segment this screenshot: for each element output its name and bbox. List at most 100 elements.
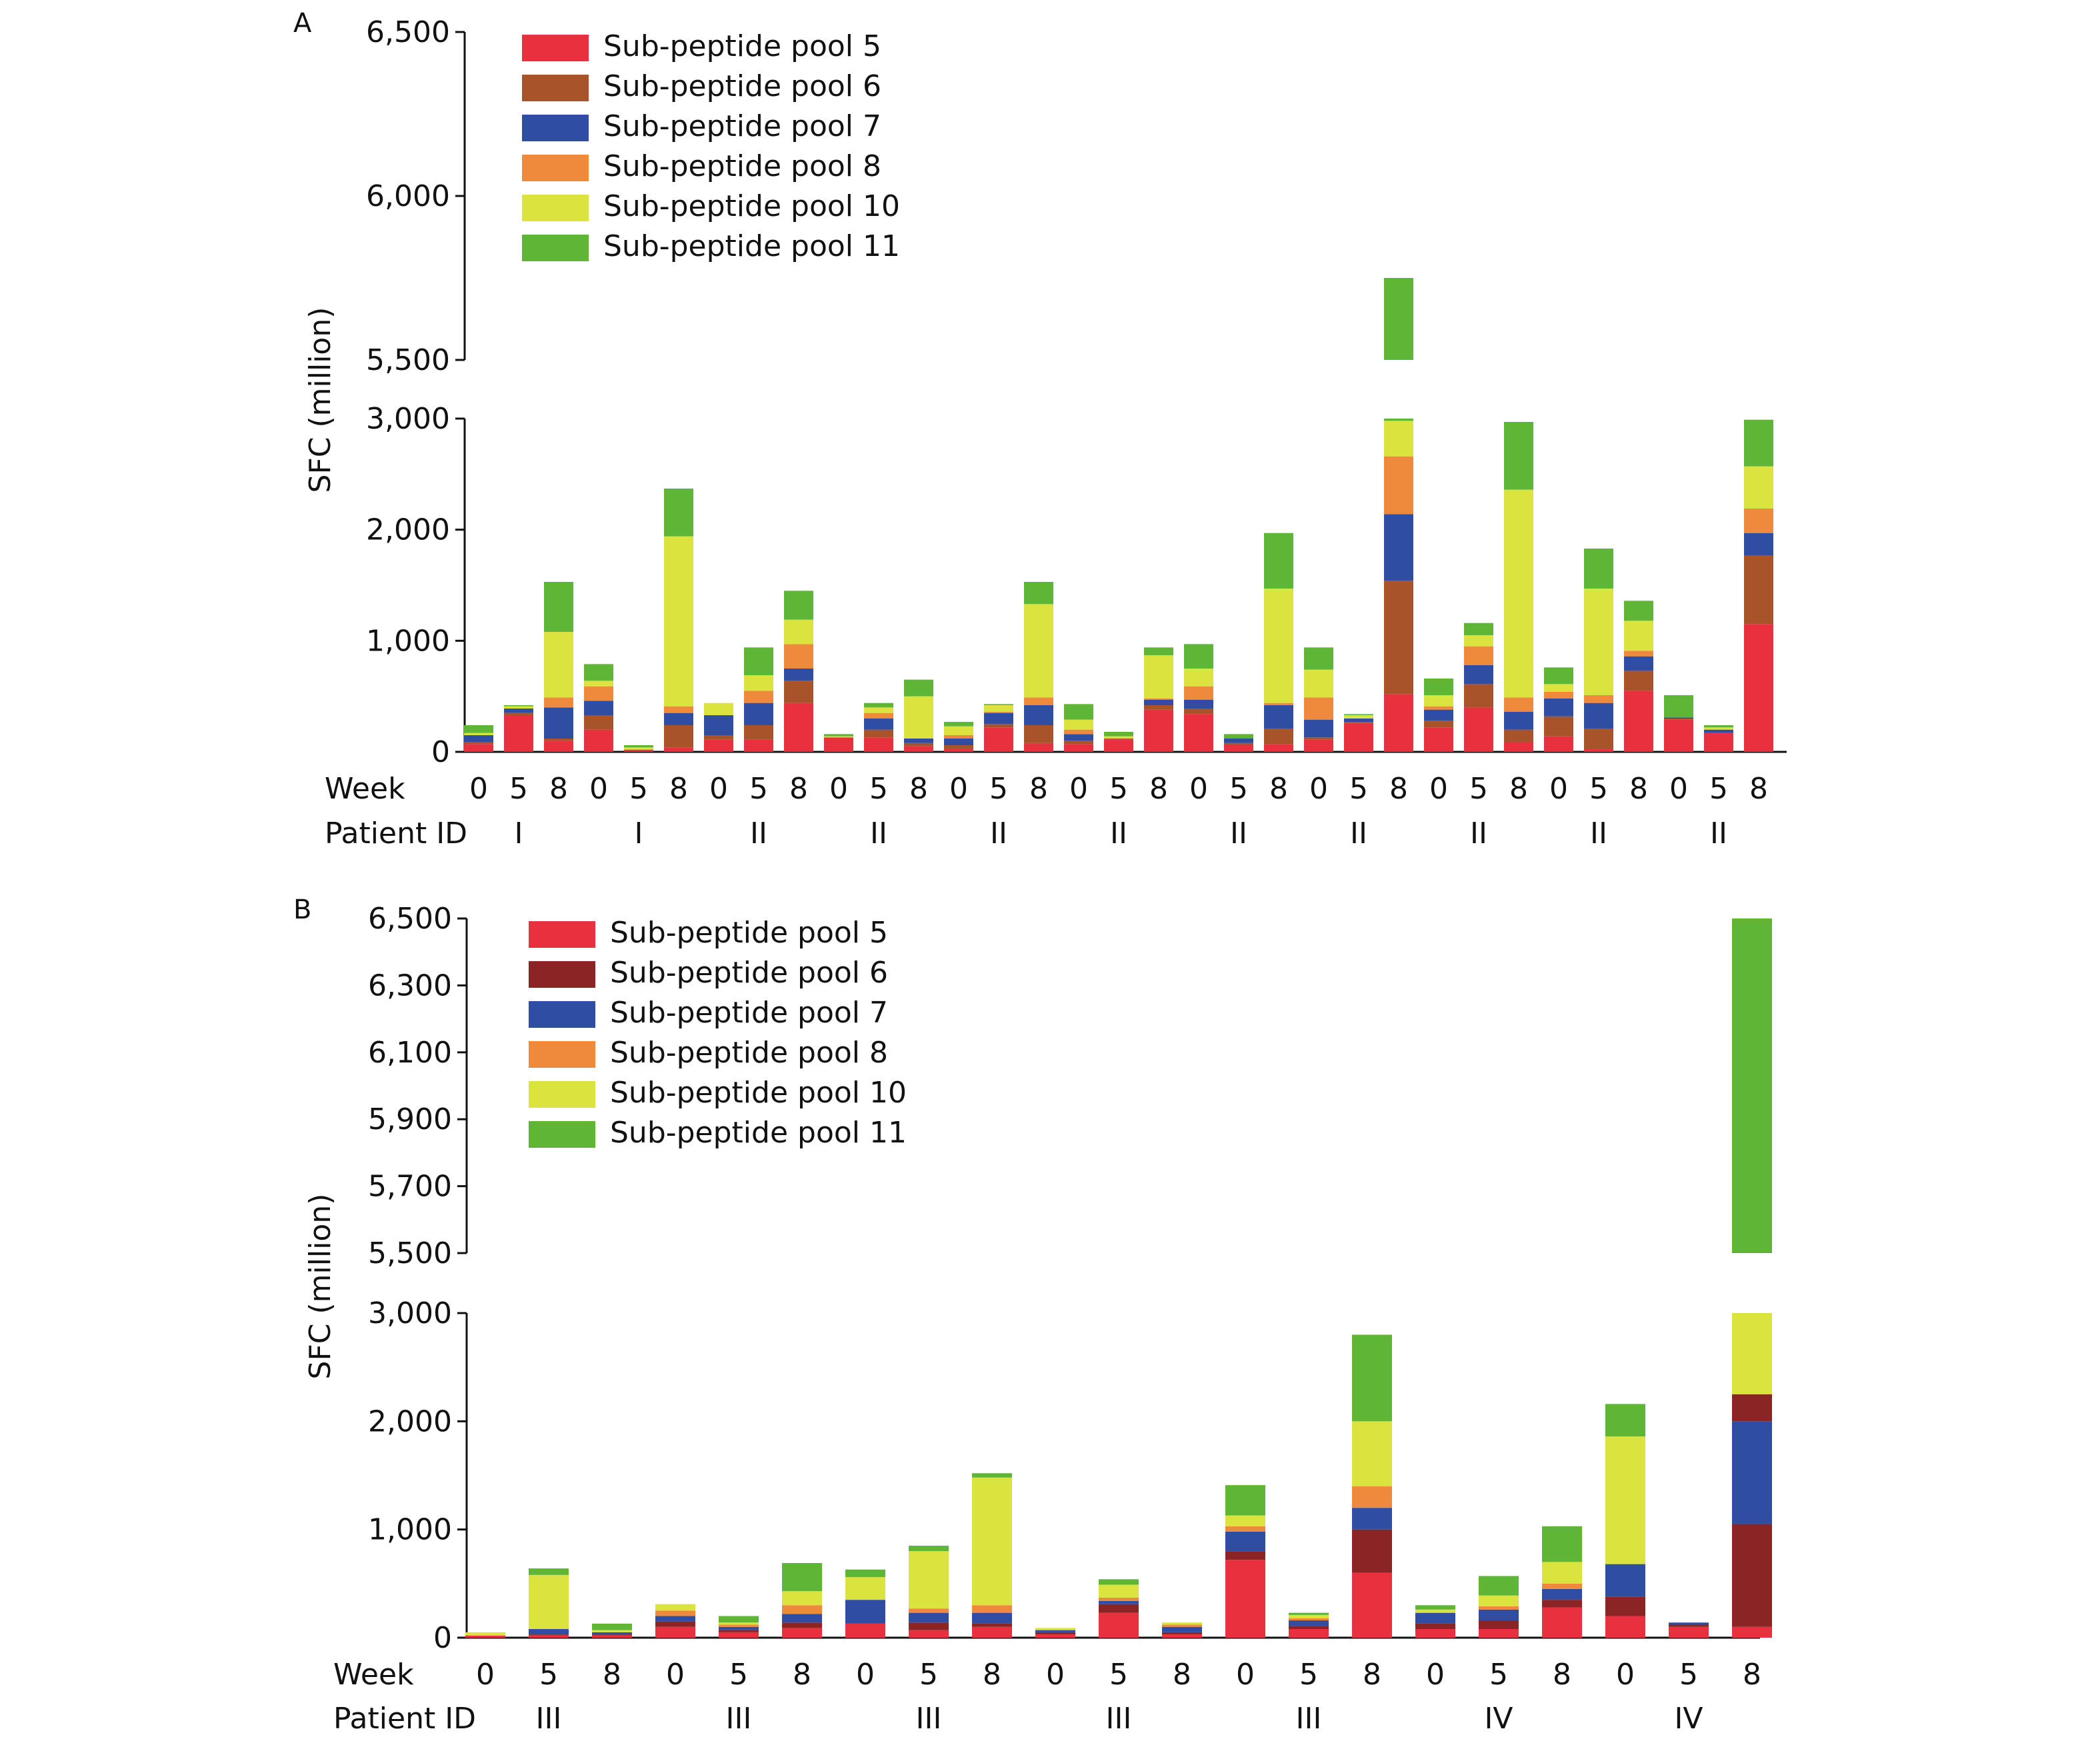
bar-segment xyxy=(984,713,1013,725)
bar-segment xyxy=(1624,691,1653,752)
bar-segment xyxy=(1289,1614,1329,1618)
bar-segment xyxy=(1544,667,1573,685)
bar-segment xyxy=(1542,1583,1582,1589)
patient-id-label: II xyxy=(990,817,1007,851)
bar-segment-upper xyxy=(1732,918,1772,1253)
bar-segment xyxy=(984,712,1013,713)
week-tick-label: 5 xyxy=(1469,772,1488,806)
week-tick-label: 5 xyxy=(919,1658,938,1692)
bar-segment xyxy=(864,737,893,752)
legend-swatch xyxy=(522,195,589,221)
bar-segment xyxy=(664,489,693,537)
bar-segment xyxy=(1584,549,1613,589)
legend-label: Sub-peptide pool 8 xyxy=(603,149,881,183)
y-axis-label: SFC (million) xyxy=(303,307,337,493)
week-tick-label: 8 xyxy=(1173,1658,1191,1692)
patient-id-label: III xyxy=(726,1702,752,1736)
legend-label: Sub-peptide pool 10 xyxy=(610,1076,907,1110)
bar-segment xyxy=(1624,651,1653,657)
bar-segment xyxy=(972,1626,1012,1638)
week-tick-label: 8 xyxy=(789,772,808,806)
bar-segment xyxy=(984,704,1013,705)
bar-segment xyxy=(1424,721,1453,728)
bar-segment xyxy=(1605,1404,1645,1437)
week-tick-label: 8 xyxy=(1149,772,1168,806)
bar-segment xyxy=(864,707,893,713)
bar-segment xyxy=(972,1605,1012,1613)
y-tick-label: 5,900 xyxy=(368,1102,452,1136)
bar-segment xyxy=(464,742,493,745)
legend-label: Sub-peptide pool 10 xyxy=(603,189,900,223)
bar-segment xyxy=(904,743,933,747)
bar-segment xyxy=(1732,1524,1772,1627)
bar-segment xyxy=(1584,589,1613,695)
bar-segment xyxy=(1184,699,1213,709)
bar-segment xyxy=(1289,1612,1329,1615)
bar-segment xyxy=(1099,1584,1139,1598)
bar-segment xyxy=(1479,1595,1519,1606)
bar-segment xyxy=(864,713,893,719)
bar-segment xyxy=(1624,671,1653,691)
bar-segment xyxy=(744,675,773,691)
y-tick-label: 5,500 xyxy=(368,1236,452,1270)
bar-segment xyxy=(464,733,493,735)
bar-segment xyxy=(584,729,613,752)
bar-segment xyxy=(1224,734,1253,739)
bar-segment xyxy=(1704,727,1733,730)
y-tick-label: 6,000 xyxy=(366,179,450,213)
bar-segment xyxy=(1605,1436,1645,1564)
bar-segment xyxy=(664,725,693,748)
week-tick-label: 8 xyxy=(1749,772,1768,806)
week-tick-label: 5 xyxy=(1709,772,1728,806)
legend-swatch xyxy=(522,115,589,141)
bar-segment xyxy=(719,1616,759,1623)
week-tick-label: 5 xyxy=(1679,1658,1698,1692)
bar-segment xyxy=(719,1630,759,1632)
bar-segment xyxy=(1064,734,1093,741)
bar-segment xyxy=(1099,1600,1139,1604)
bar-segment xyxy=(1035,1630,1075,1632)
bar-segment xyxy=(1504,422,1533,490)
bar-segment xyxy=(1304,647,1333,670)
bar-segment xyxy=(1542,1562,1582,1584)
week-tick-label: 0 xyxy=(476,1658,495,1692)
bar-segment xyxy=(624,745,653,748)
bar-segment xyxy=(1732,1421,1772,1524)
bar-segment xyxy=(1344,719,1373,722)
bar-segment xyxy=(1289,1618,1329,1621)
week-tick-label: 5 xyxy=(509,772,528,806)
week-tick-label: 5 xyxy=(1589,772,1608,806)
bar-segment xyxy=(1424,706,1453,710)
patient-id-label: II xyxy=(1470,817,1487,851)
bar-segment xyxy=(529,1629,569,1635)
bar-segment xyxy=(1732,1313,1772,1394)
legend-label: Sub-peptide pool 5 xyxy=(603,29,881,63)
week-tick-label: 5 xyxy=(1109,772,1128,806)
y-tick-label: 0 xyxy=(431,735,450,769)
bar-segment xyxy=(1584,729,1613,749)
week-tick-label: 0 xyxy=(829,772,848,806)
bar-segment xyxy=(504,705,533,707)
bar-segment xyxy=(1224,739,1253,743)
bar-segment xyxy=(1225,1531,1265,1552)
bar-segment xyxy=(624,749,653,752)
bar-segment xyxy=(1064,729,1093,735)
bar-segment xyxy=(1479,1629,1519,1638)
bar-segment xyxy=(944,735,973,739)
bar-segment xyxy=(972,1477,1012,1606)
bar-segment xyxy=(784,681,813,703)
week-tick-label: 8 xyxy=(669,772,688,806)
bar-segment xyxy=(782,1614,822,1623)
bar-segment xyxy=(1384,419,1413,421)
week-tick-label: 5 xyxy=(869,772,888,806)
bar-segment xyxy=(704,715,733,735)
bar-segment xyxy=(1352,1421,1392,1486)
legend-label: Sub-peptide pool 8 xyxy=(610,1036,888,1070)
bar-segment xyxy=(465,1632,505,1636)
bar-segment xyxy=(904,679,933,697)
week-tick-label: 8 xyxy=(603,1658,621,1692)
week-tick-label: 5 xyxy=(1299,1658,1318,1692)
bar-segment xyxy=(1542,1526,1582,1562)
week-tick-label: 0 xyxy=(469,772,488,806)
bar-segment xyxy=(784,619,813,645)
